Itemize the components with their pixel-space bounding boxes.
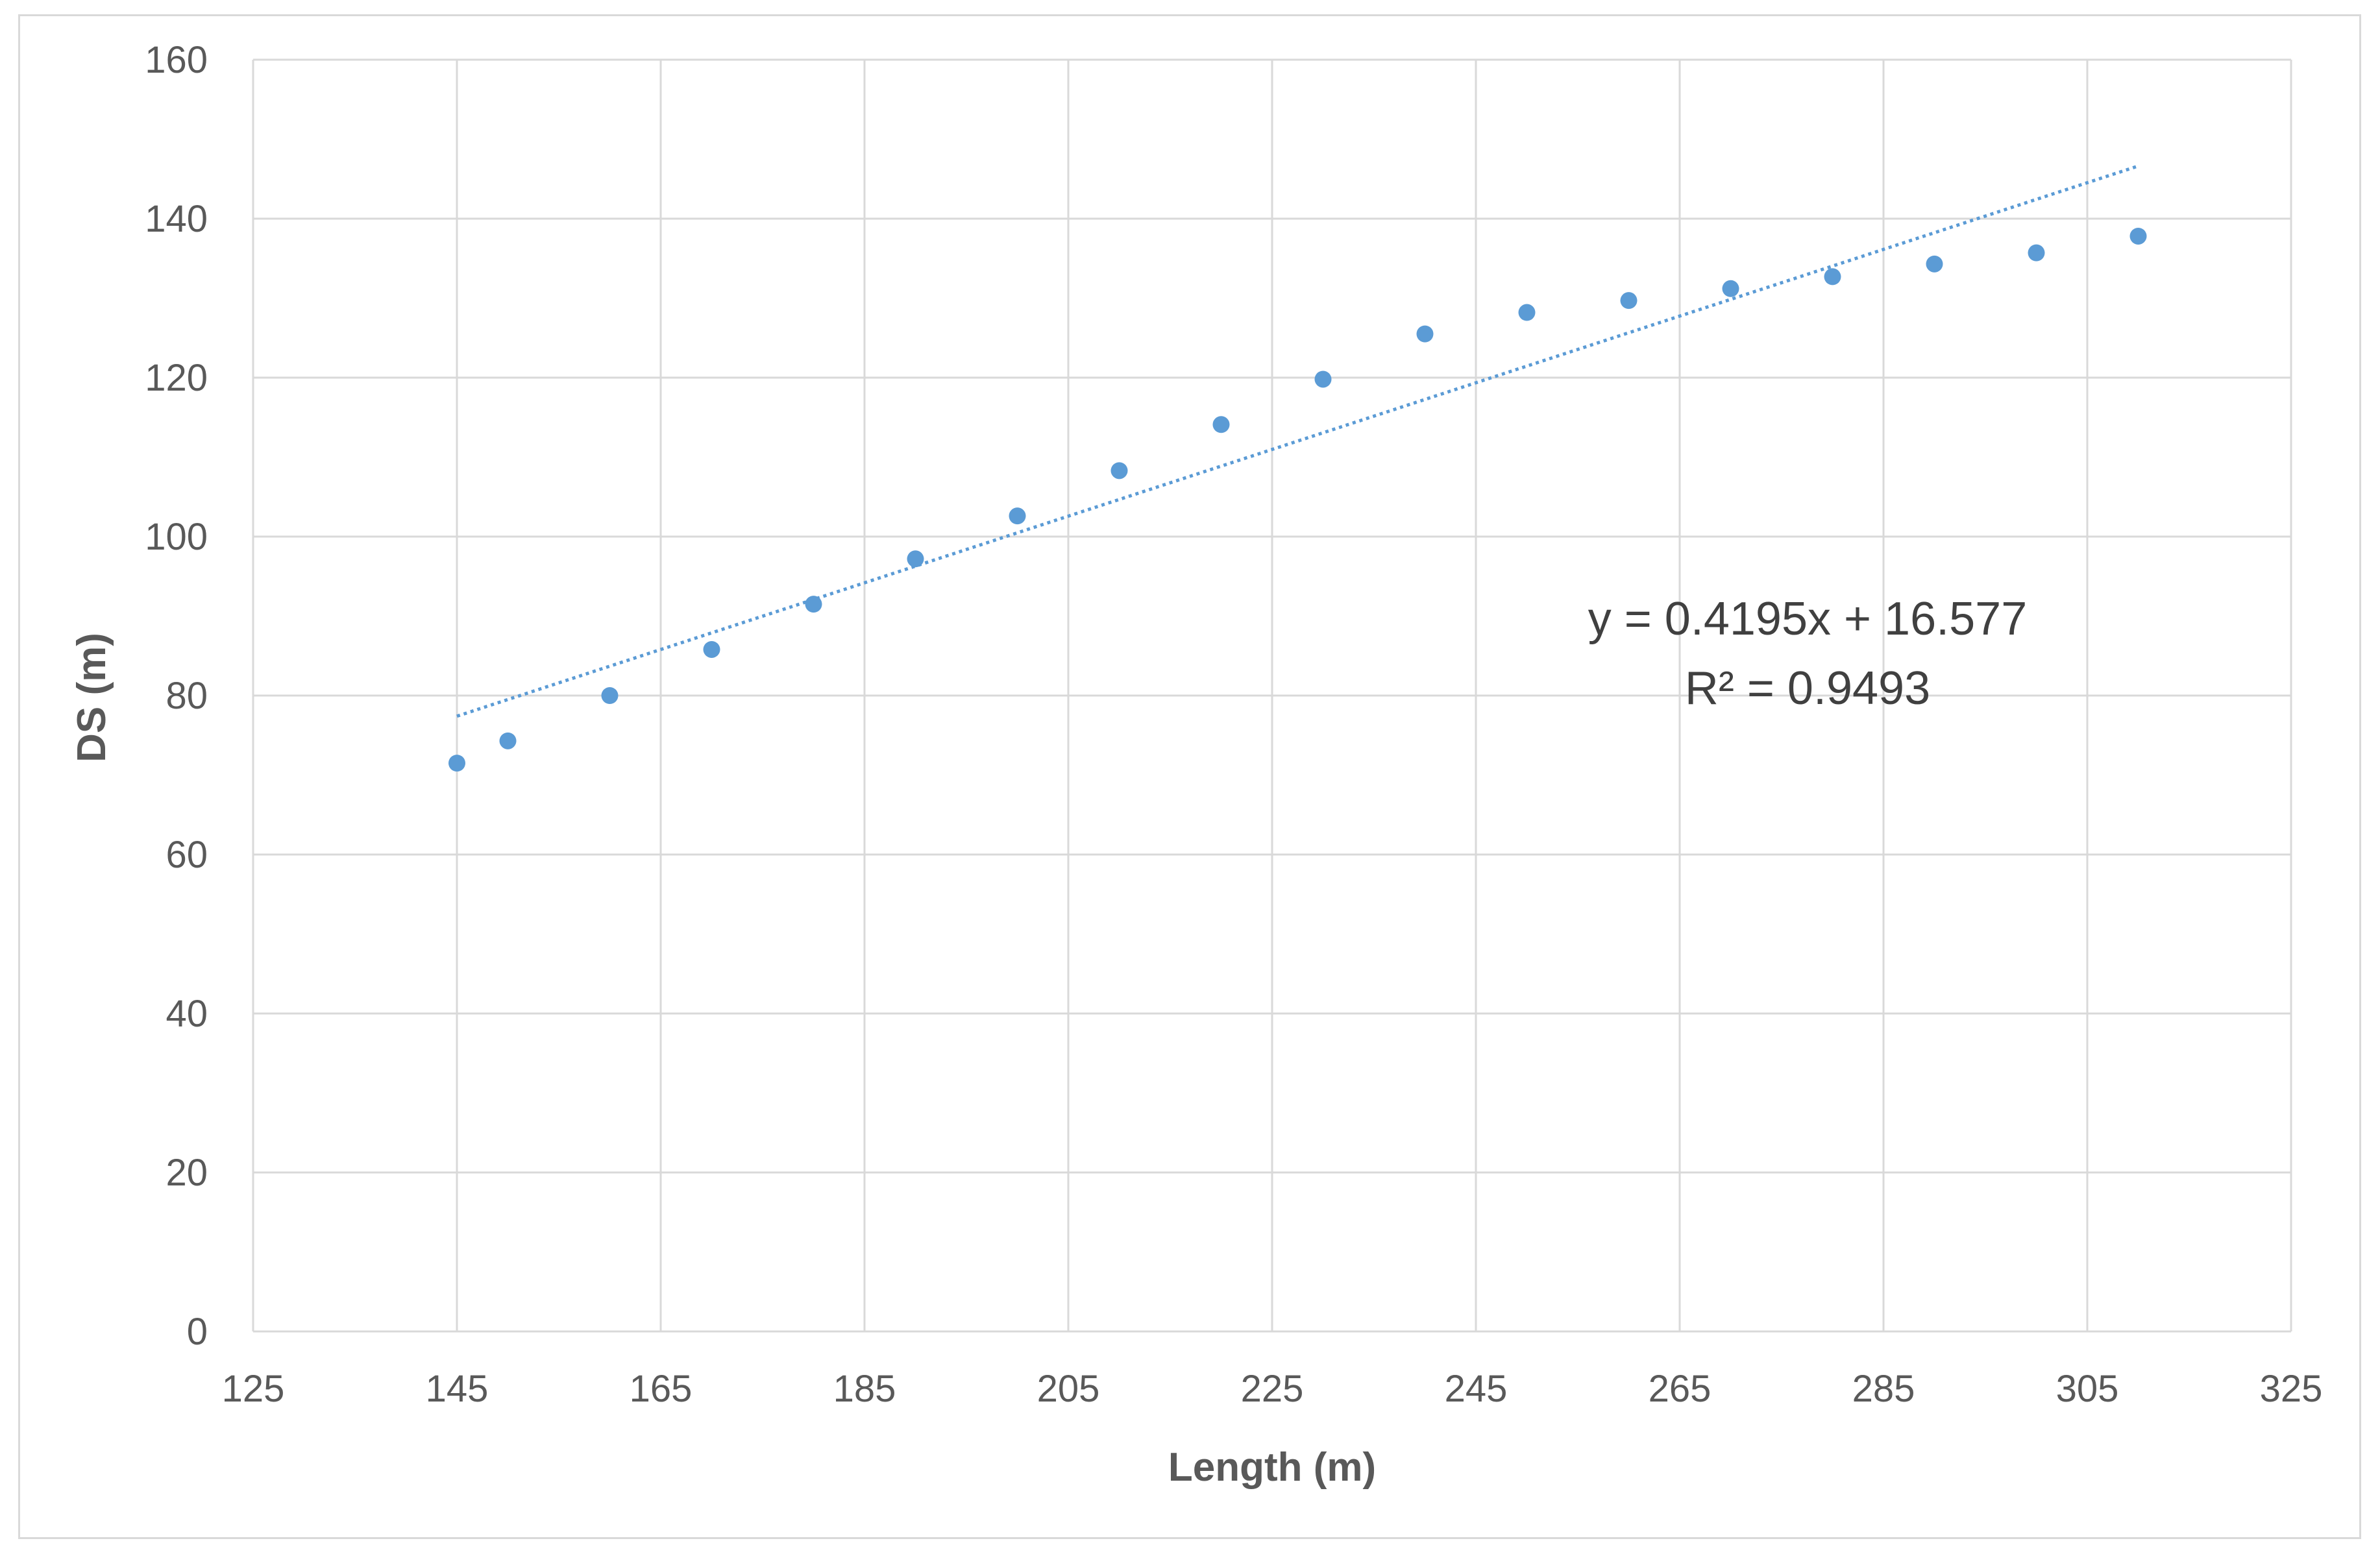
trendline-r2-label: R² = 0.9493 (1685, 662, 1930, 714)
scatter-point (907, 550, 924, 568)
y-tick-label: 20 (166, 1152, 208, 1194)
scatter-point (1314, 370, 1332, 388)
y-tick-label: 60 (166, 834, 208, 876)
chart-frame (18, 14, 2361, 1539)
scatter-point (1926, 255, 1943, 273)
x-tick-label: 285 (1852, 1368, 1915, 1410)
x-tick-label: 325 (2260, 1368, 2323, 1410)
x-tick-label: 245 (1445, 1368, 1508, 1410)
x-axis-tick-labels: 125 145 165 185 205 225 245 265 285 305 325 (222, 1368, 2323, 1410)
x-tick-label: 185 (833, 1368, 896, 1410)
trendline-equation-label: y = 0.4195x + 16.577 (1588, 593, 2028, 645)
y-axis-tick-labels: 0 20 40 60 80 100 120 140 160 (145, 39, 208, 1353)
scatter-point (2028, 244, 2045, 261)
trendline-group (456, 164, 2139, 718)
scatter-point (499, 732, 517, 749)
scatter-point (2129, 227, 2147, 245)
x-tick-label: 305 (2056, 1368, 2119, 1410)
scatter-point (805, 596, 822, 613)
scatter-point (1110, 462, 1128, 480)
y-tick-label: 0 (187, 1311, 208, 1353)
scatter-point (448, 755, 465, 772)
x-tick-label: 145 (426, 1368, 489, 1410)
scatter-point (1824, 268, 1841, 285)
scatter-point (703, 640, 720, 658)
x-tick-label: 165 (630, 1368, 693, 1410)
y-tick-label: 120 (145, 357, 208, 399)
y-tick-label: 140 (145, 198, 208, 240)
scatter-point (1416, 325, 1434, 343)
x-axis-title: Length (m) (1168, 1445, 1376, 1490)
scatter-point (1620, 292, 1638, 310)
y-tick-label: 160 (145, 39, 208, 81)
x-tick-label: 225 (1241, 1368, 1304, 1410)
scatter-point (601, 687, 619, 704)
grid-lines (252, 58, 2292, 1333)
y-axis-title: DS (m) (69, 633, 114, 762)
scatter-point (1212, 416, 1230, 433)
y-tick-label: 100 (145, 516, 208, 558)
y-tick-label: 40 (166, 993, 208, 1035)
x-tick-label: 125 (222, 1368, 285, 1410)
scatter-point (1009, 507, 1026, 525)
linear-trendline (456, 164, 2139, 718)
y-tick-label: 80 (166, 675, 208, 717)
scatter-point (1722, 280, 1739, 297)
x-tick-label: 265 (1649, 1368, 1711, 1410)
x-tick-label: 205 (1037, 1368, 1100, 1410)
data-points (448, 227, 2147, 772)
scatter-point (1518, 304, 1536, 321)
